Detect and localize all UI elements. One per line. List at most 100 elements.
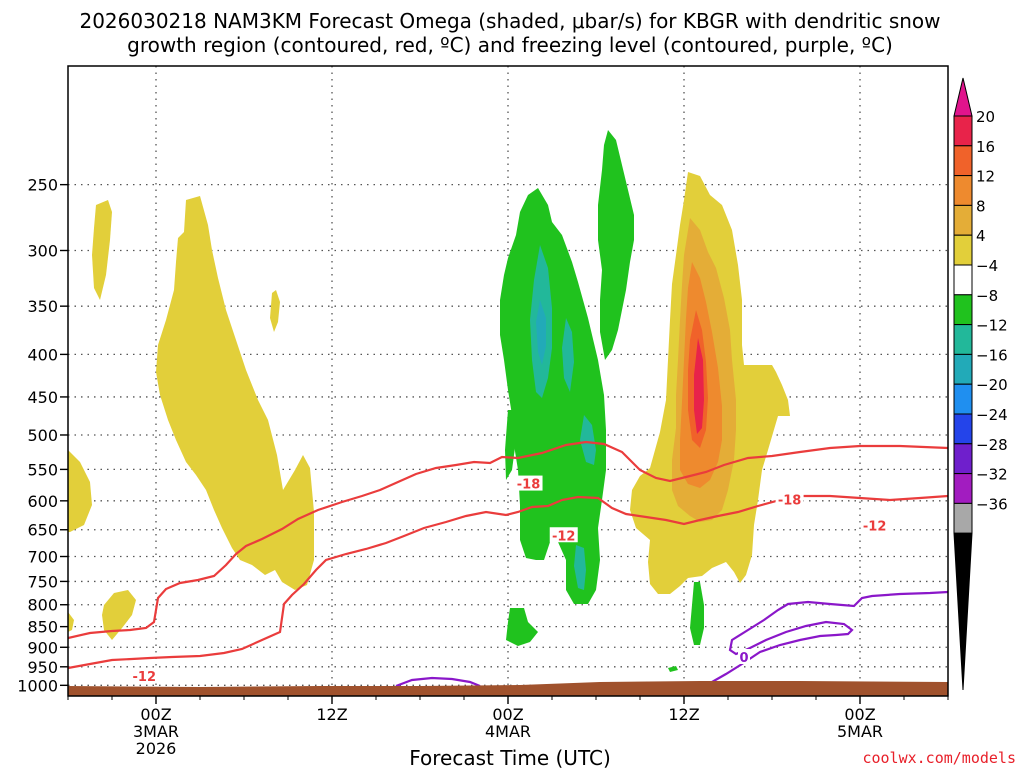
freezing-level-contours bbox=[395, 590, 948, 688]
credit-text: coolwx.com/models bbox=[862, 749, 1016, 767]
chart-title-line-2: growth region (contoured, red, ºC) and f… bbox=[127, 33, 893, 57]
terrain-surface bbox=[68, 681, 948, 696]
colorbar-swatch-5 bbox=[953, 264, 973, 296]
dgz-label-3: -12 bbox=[863, 519, 887, 534]
x-tick-label-0-1: 3MAR bbox=[133, 722, 179, 741]
dgz-label-0: -18 bbox=[517, 478, 541, 493]
y-tick-label-900: 900 bbox=[27, 638, 58, 657]
colorbar-label-8: −16 bbox=[976, 346, 1008, 364]
x-tick-label-1-0: 12Z bbox=[316, 705, 347, 724]
y-tick-label-950: 950 bbox=[27, 658, 58, 677]
colorbar-label-1: 16 bbox=[976, 138, 995, 156]
dgz-contour-minus18 bbox=[68, 440, 948, 640]
dgz-label-2: -12 bbox=[552, 529, 576, 544]
gridlines bbox=[68, 66, 948, 696]
omega-downward-region-lower-cell bbox=[506, 608, 538, 646]
omega-upward-region-west-small bbox=[92, 200, 112, 300]
omega-downward-peak-mid bbox=[562, 318, 574, 392]
y-tick-label-800: 800 bbox=[27, 596, 58, 615]
colorbar-label-4: 4 bbox=[976, 227, 986, 245]
y-tick-label-500: 500 bbox=[27, 426, 58, 445]
colorbar-label-12: −32 bbox=[976, 466, 1008, 484]
colorbar-label-9: −20 bbox=[976, 376, 1008, 394]
colorbar-swatch-4 bbox=[953, 234, 973, 266]
y-tick-label-250: 250 bbox=[27, 176, 58, 195]
omega-downward-peak-bottom bbox=[574, 545, 586, 590]
omega-upward-region-west-edge bbox=[68, 450, 92, 532]
chart-title-line-1: 2026030218 NAM3KM Forecast Omega (shaded… bbox=[79, 9, 940, 33]
colorbar-top-arrow bbox=[953, 77, 973, 117]
x-tick-label-3-0: 12Z bbox=[668, 705, 699, 724]
colorbar-swatch-12 bbox=[953, 473, 973, 504]
freezing-label-bg bbox=[738, 649, 750, 664]
x-axis-title: Forecast Time (UTC) bbox=[409, 746, 611, 768]
omega-downward-region-right-column bbox=[690, 582, 704, 645]
omega-shading bbox=[68, 130, 790, 672]
omega-downward-region-main bbox=[500, 188, 606, 604]
y-tick-label-650: 650 bbox=[27, 521, 58, 540]
colorbar-swatch-8 bbox=[953, 353, 973, 385]
colorbar-swatch-3 bbox=[953, 204, 973, 236]
colorbar-label-5: −4 bbox=[976, 257, 998, 275]
dgz-contours bbox=[68, 440, 948, 670]
x-tick-label-2-0: 00Z bbox=[492, 705, 523, 724]
x-tick-label-4-1: 5MAR bbox=[837, 722, 883, 741]
colorbar-label-13: −36 bbox=[976, 495, 1008, 513]
y-tick-label-450: 450 bbox=[27, 388, 58, 407]
colorbar-swatch-7 bbox=[953, 324, 973, 355]
contour-labels: -18 -18 -12 -12 -12 0 bbox=[130, 475, 889, 685]
omega-upward-region-early-main bbox=[156, 196, 314, 590]
colorbar-bottom-arrow bbox=[953, 532, 973, 691]
colorbar-label-6: −8 bbox=[976, 287, 998, 305]
x-tick-label-4-0: 00Z bbox=[844, 705, 875, 724]
x-tick-label-0-0: 00Z bbox=[140, 705, 171, 724]
omega-upward-region-late-20 bbox=[694, 338, 704, 434]
dgz-label-bg-0 bbox=[514, 475, 543, 491]
colorbar-label-3: 8 bbox=[976, 197, 986, 215]
omega-upward-region-tiny bbox=[270, 290, 280, 332]
freezing-contour-left bbox=[395, 676, 481, 688]
dgz-label-bg-1 bbox=[775, 491, 804, 507]
y-tick-label-550: 550 bbox=[27, 460, 58, 479]
colorbar-swatch-11 bbox=[953, 443, 973, 475]
omega-downward-region-tiny-dot bbox=[668, 666, 678, 672]
y-tick-label-1000: 1000 bbox=[17, 676, 58, 695]
x-tick-label-0-2: 2026 bbox=[136, 739, 177, 758]
dgz-label-bg-4 bbox=[130, 668, 159, 684]
colorbar-label-0: 20 bbox=[976, 108, 995, 126]
y-tick-label-350: 350 bbox=[27, 297, 58, 316]
y-tick-label-400: 400 bbox=[27, 345, 58, 364]
y-axis: 2503003504004505005506006507007508008509… bbox=[17, 176, 68, 695]
colorbar-swatch-2 bbox=[953, 175, 973, 206]
colorbar-swatch-9 bbox=[953, 383, 973, 415]
colorbar: 20 16 12 8 4 −4 −8 −12 −16 −20 −24 −28 −32 −36 bbox=[953, 77, 1008, 691]
colorbar-swatch-1 bbox=[953, 145, 973, 177]
y-tick-label-600: 600 bbox=[27, 492, 58, 511]
dgz-label-bg-2 bbox=[549, 527, 578, 543]
y-tick-label-750: 750 bbox=[27, 572, 58, 591]
y-tick-label-300: 300 bbox=[27, 241, 58, 260]
colorbar-swatch-6 bbox=[953, 294, 973, 326]
omega-upward-region-west-dot bbox=[68, 612, 74, 632]
freezing-label: 0 bbox=[739, 651, 748, 666]
colorbar-label-2: 12 bbox=[976, 168, 995, 186]
omega-downward-peak-lower bbox=[580, 415, 596, 465]
freezing-contour-right bbox=[711, 590, 948, 683]
dgz-contour-minus12 bbox=[68, 494, 948, 670]
omega-downward-peak-upper-core bbox=[536, 300, 546, 365]
colorbar-label-7: −12 bbox=[976, 317, 1008, 335]
colorbar-swatch-10 bbox=[953, 413, 973, 445]
y-tick-label-700: 700 bbox=[27, 548, 58, 567]
colorbar-swatch-0 bbox=[953, 115, 973, 147]
omega-downward-region-lower-mid bbox=[505, 410, 516, 480]
dgz-label-bg-3 bbox=[860, 517, 889, 533]
x-tick-label-2-1: 4MAR bbox=[485, 722, 531, 741]
colorbar-label-11: −28 bbox=[976, 436, 1008, 454]
dgz-label-4: -12 bbox=[133, 670, 157, 685]
y-tick-label-850: 850 bbox=[27, 618, 58, 637]
dgz-label-1: -18 bbox=[778, 494, 802, 509]
omega-downward-region-upper-tower bbox=[598, 130, 634, 360]
colorbar-label-10: −24 bbox=[976, 406, 1008, 424]
